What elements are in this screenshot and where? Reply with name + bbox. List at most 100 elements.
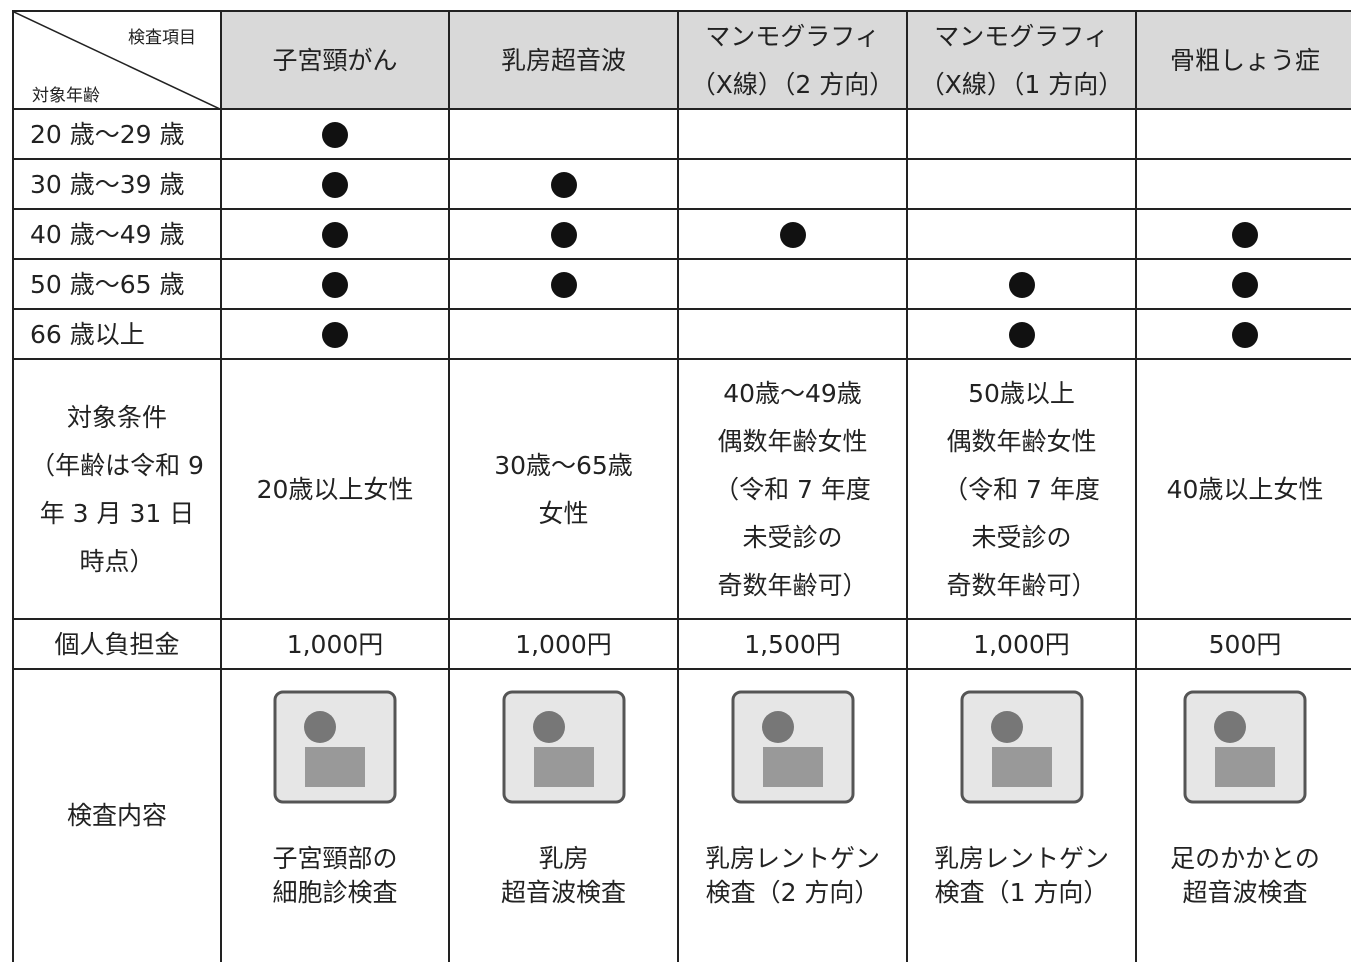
dot [550, 222, 577, 248]
age-cell [1135, 158, 1351, 210]
dot [322, 172, 348, 198]
illustration-shape [990, 711, 1023, 743]
age-cell [1135, 108, 1351, 160]
illustration-shape [532, 711, 565, 743]
cell-text: 年 3 月 31 日 [39, 499, 195, 528]
cell-text: 50歳以上 [968, 379, 1075, 408]
age-label: 30 歳～39 歳 [12, 158, 220, 210]
cell-text: 500円 [1208, 630, 1282, 659]
cell-text: （X線）（2 方向） [690, 70, 895, 99]
age-cell [448, 158, 677, 210]
cell-text: 1,000円 [286, 630, 384, 659]
cell-text: 30 歳～39 歳 [30, 170, 185, 199]
cell-text: 子宮頸がん [272, 46, 398, 75]
cell-text: （X線）（1 方向） [919, 70, 1124, 99]
cell-text: （令和 7 年度 [943, 475, 1100, 504]
conditions-cell: 40歳以上女性 [1135, 358, 1351, 620]
fee-cell: 1,500円 [677, 618, 906, 670]
cell-text: 未受診の [742, 523, 843, 552]
illustration-shape [991, 747, 1052, 787]
cell-text: 奇数年齢可） [717, 571, 868, 600]
age-cell [906, 308, 1135, 360]
illustration-shape [305, 747, 365, 787]
header-cell: 骨粗しょう症 [1135, 10, 1351, 110]
cell-text: 乳房レントゲン [933, 844, 1109, 873]
cell-text: 対象条件 [66, 403, 167, 432]
fee-label: 個人負担金 [12, 618, 220, 670]
age-cell [677, 308, 906, 360]
dot [1232, 322, 1258, 348]
age-cell [906, 258, 1135, 310]
header-cell: 乳房超音波 [448, 10, 677, 110]
age-cell [220, 258, 448, 310]
conditions-cell: 20歳以上女性 [220, 358, 448, 620]
dot [1232, 272, 1258, 298]
content-cell: 乳房レントゲン 検査（2 方向） [677, 668, 906, 962]
age-label: 20 歳～29 歳 [12, 108, 220, 160]
age-cell [448, 258, 677, 310]
cell-text: 30歳～65歳 [494, 451, 633, 480]
cell-text: 40歳以上女性 [1166, 475, 1324, 504]
cell-text: 40 歳～49 歳 [30, 220, 185, 249]
age-cell [906, 158, 1135, 210]
cell-text: 1,000円 [515, 630, 612, 659]
age-cell [1135, 208, 1351, 260]
cell-text: 検査（2 方向） [705, 878, 880, 907]
conditions-cell: 40歳～49歳 偶数年齢女性 （令和 7 年度 未受診の 奇数年齢可） [677, 358, 906, 620]
cell-text: 50 歳～65 歳 [30, 270, 185, 299]
age-label: 50 歳～65 歳 [12, 258, 220, 310]
illustration [502, 690, 625, 804]
cell-text: 20歳以上女性 [256, 475, 414, 504]
age-label: 66 歳以上 [12, 308, 220, 360]
dot [1232, 222, 1258, 248]
fee-cell: 1,000円 [448, 618, 677, 670]
illustration [273, 690, 397, 804]
corner-bottom: 対象年齢 [32, 86, 100, 106]
dot [322, 122, 348, 148]
illustration-shape [761, 711, 794, 743]
illustration [731, 690, 854, 804]
diagonal [14, 12, 222, 110]
conditions-cell: 30歳～65歳 女性 [448, 358, 677, 620]
header-cell: マンモグラフィ （X線）（2 方向） [677, 10, 906, 110]
dot [550, 272, 577, 298]
age-cell [448, 308, 677, 360]
cell-text: 20 歳～29 歳 [30, 120, 185, 149]
age-label: 40 歳～49 歳 [12, 208, 220, 260]
illustration [1183, 690, 1307, 804]
dot [322, 222, 348, 248]
content-cell: 乳房 超音波検査 [448, 668, 677, 962]
age-cell [677, 158, 906, 210]
dot [1008, 322, 1035, 348]
diagonal-line [14, 12, 222, 110]
cell-text: 乳房レントゲン [704, 844, 880, 873]
cell-text: 40歳～49歳 [723, 379, 862, 408]
illustration-shape [304, 711, 336, 743]
cell-text: 偶数年齢女性 [717, 427, 868, 456]
cell-text: （年齢は令和 9 [30, 451, 204, 480]
illustration-shape [762, 747, 823, 787]
illustration-shape [1215, 747, 1275, 787]
header-cell: 子宮頸がん [220, 10, 448, 110]
cell-text: 乳房 [538, 844, 589, 873]
cell-text: 乳房超音波 [500, 46, 626, 75]
cell-text: 細胞診検査 [272, 878, 398, 907]
cell-text: 偶数年齢女性 [946, 427, 1097, 456]
cell-text: 時点） [79, 547, 155, 576]
age-cell [448, 208, 677, 260]
age-cell [906, 208, 1135, 260]
content-cell: 乳房レントゲン 検査（1 方向） [906, 668, 1135, 962]
age-cell [220, 108, 448, 160]
cell-text: 検査内容 [66, 801, 167, 830]
cell-text: 未受診の [971, 523, 1072, 552]
conditions-cell: 50歳以上 偶数年齢女性 （令和 7 年度 未受診の 奇数年齢可） [906, 358, 1135, 620]
cell-text: 女性 [538, 499, 589, 528]
age-cell [220, 308, 448, 360]
cell-text: 超音波検査 [1182, 878, 1308, 907]
age-cell [220, 208, 448, 260]
cell-text: 検査（1 方向） [934, 878, 1109, 907]
page: 検査項目 対象年齢 子宮頸がん 乳房超音波 マンモグラフィ （X線）（2 方向） マンモグラ… [12, 10, 1351, 962]
cell-text: 1,500円 [744, 630, 841, 659]
dot [322, 322, 348, 348]
age-cell [1135, 258, 1351, 310]
